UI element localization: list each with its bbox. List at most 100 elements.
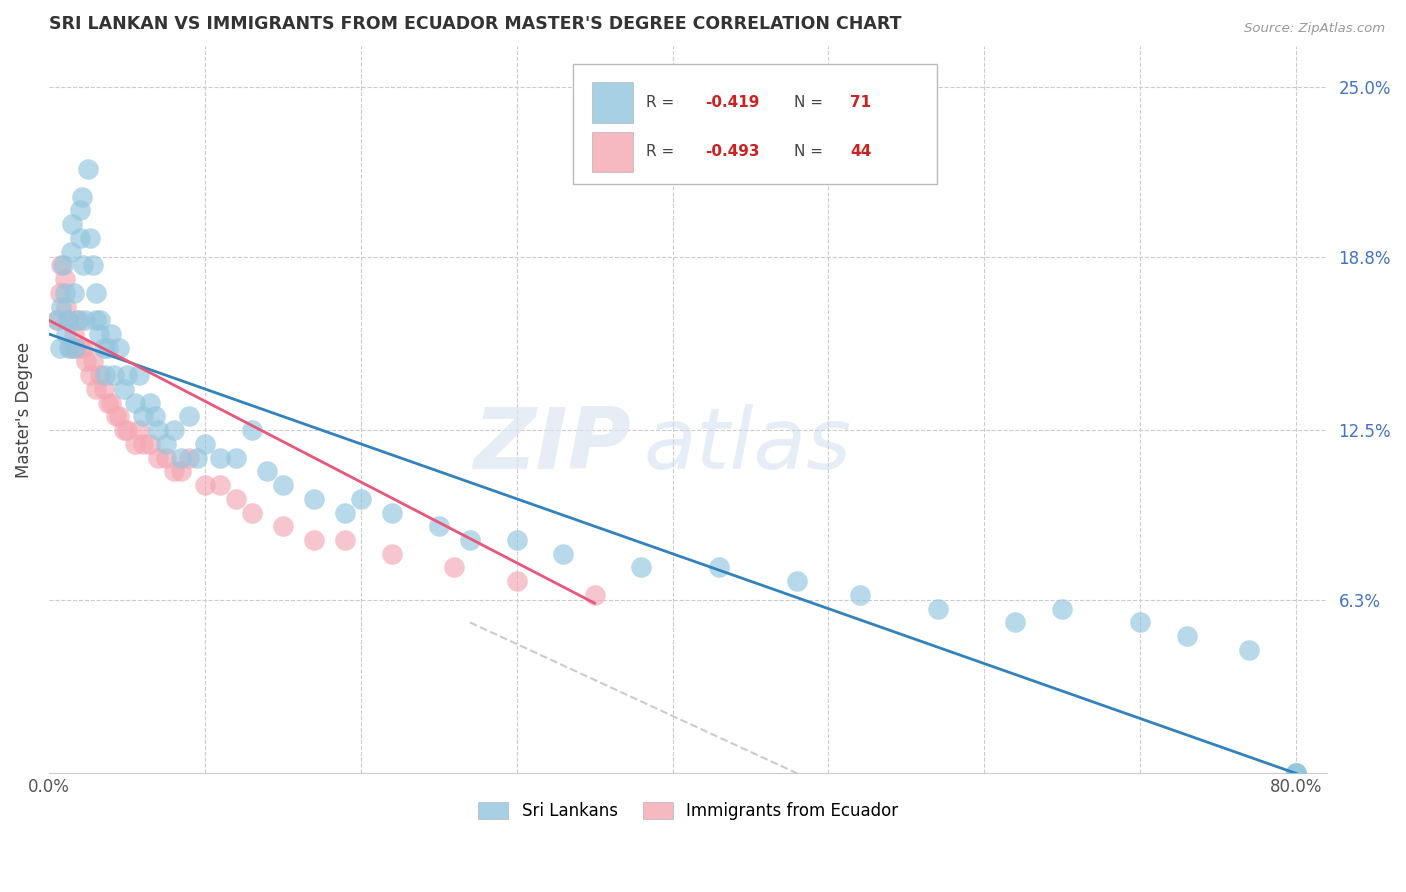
Point [350, 491, 373, 506]
Point [128, 368, 150, 383]
Point [131, 437, 153, 451]
Point [87, 326, 110, 341]
Point [60, 217, 83, 231]
Point [53, 285, 76, 300]
Point [1285, 766, 1308, 780]
Point [89, 368, 111, 383]
Point [69, 203, 91, 218]
Point [112, 423, 135, 437]
Point [70, 190, 93, 204]
Point [72, 258, 94, 272]
Point [1285, 766, 1308, 780]
Point [139, 437, 162, 451]
Text: N =: N = [794, 145, 824, 160]
Point [553, 547, 575, 561]
Point [77, 162, 100, 177]
Point [1004, 615, 1026, 630]
Point [84, 285, 107, 300]
Point [209, 450, 232, 465]
Point [82, 258, 104, 272]
Point [75, 354, 97, 368]
Point [65, 341, 87, 355]
Point [225, 491, 247, 506]
Point [170, 450, 193, 465]
Point [84, 313, 107, 327]
Point [381, 547, 404, 561]
Point [59, 244, 82, 259]
Point [139, 395, 162, 409]
Point [143, 409, 166, 424]
Point [163, 464, 186, 478]
Text: -0.419: -0.419 [704, 95, 759, 110]
Point [927, 601, 949, 615]
Point [583, 588, 606, 602]
Point [848, 588, 870, 602]
Point [630, 560, 652, 574]
Point [131, 409, 153, 424]
Point [271, 478, 294, 492]
Point [240, 423, 263, 437]
Point [146, 450, 169, 465]
Point [179, 450, 201, 465]
Point [51, 258, 73, 272]
Point [115, 368, 138, 383]
Text: ZIP: ZIP [472, 404, 631, 487]
FancyBboxPatch shape [574, 64, 938, 184]
Point [505, 574, 527, 589]
Point [186, 450, 208, 465]
Point [240, 506, 263, 520]
Point [146, 423, 169, 437]
Point [443, 560, 465, 574]
Point [52, 258, 75, 272]
Point [97, 341, 120, 355]
Point [97, 395, 120, 409]
Text: 44: 44 [851, 145, 872, 160]
Point [56, 313, 79, 327]
Point [209, 478, 232, 492]
Point [155, 437, 177, 451]
Point [79, 231, 101, 245]
Point [124, 395, 146, 409]
Point [100, 326, 122, 341]
Point [458, 533, 481, 547]
Point [45, 313, 67, 327]
Point [256, 464, 278, 478]
Point [333, 506, 356, 520]
FancyBboxPatch shape [592, 131, 633, 172]
Point [67, 313, 90, 327]
Point [63, 326, 86, 341]
Point [69, 231, 91, 245]
Point [1239, 643, 1261, 657]
Point [225, 450, 247, 465]
Text: N =: N = [794, 95, 824, 110]
Point [194, 437, 217, 451]
Point [45, 313, 67, 327]
Point [82, 354, 104, 368]
Point [786, 574, 808, 589]
Point [128, 423, 150, 437]
Point [69, 341, 91, 355]
Point [302, 533, 325, 547]
Point [59, 341, 82, 355]
Point [94, 368, 117, 383]
Text: 71: 71 [851, 95, 872, 110]
Point [79, 368, 101, 383]
Point [93, 341, 115, 355]
Point [58, 341, 80, 355]
Point [1285, 766, 1308, 780]
Point [108, 409, 131, 424]
Point [65, 341, 87, 355]
Point [302, 491, 325, 506]
Text: atlas: atlas [644, 404, 852, 487]
Y-axis label: Master's Degree: Master's Degree [15, 342, 32, 477]
Point [89, 313, 111, 327]
Point [427, 519, 450, 533]
Point [1129, 615, 1152, 630]
Point [49, 285, 72, 300]
Point [73, 313, 96, 327]
Point [505, 533, 527, 547]
Point [271, 519, 294, 533]
Point [333, 533, 356, 547]
Point [381, 506, 404, 520]
Point [55, 300, 77, 314]
